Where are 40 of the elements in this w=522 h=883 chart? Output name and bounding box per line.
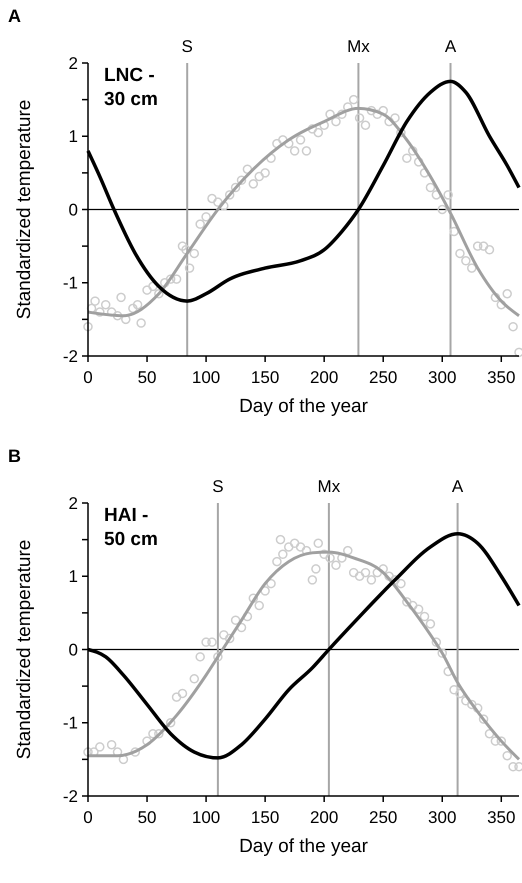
y-tick-label: -2 bbox=[62, 346, 78, 366]
x-tick-label: 100 bbox=[192, 368, 220, 387]
chart-title: B bbox=[8, 446, 21, 466]
ref-line-label: Mx bbox=[347, 37, 370, 56]
x-tick-label: 50 bbox=[138, 368, 156, 387]
y-tick-label: -2 bbox=[62, 786, 78, 806]
x-tick-label: 0 bbox=[83, 808, 93, 827]
x-tick-label: 100 bbox=[192, 808, 220, 827]
y-tick-label: 0 bbox=[68, 640, 78, 660]
y-tick-label: -1 bbox=[62, 274, 78, 293]
chart-title: A bbox=[8, 6, 21, 26]
ref-line-label: A bbox=[444, 37, 457, 56]
y-tick-label: 1 bbox=[68, 127, 78, 146]
x-tick-label: 200 bbox=[310, 808, 338, 827]
y-tick-label: 2 bbox=[68, 494, 78, 513]
ref-line-label: A bbox=[452, 477, 464, 496]
x-tick-label: 350 bbox=[487, 368, 516, 387]
x-axis-title: Day of the year bbox=[239, 836, 369, 857]
x-tick-label: 200 bbox=[310, 368, 338, 387]
x-tick-label: 50 bbox=[138, 808, 156, 827]
y-tick-label: -1 bbox=[62, 714, 78, 733]
ref-line-label: Mx bbox=[318, 477, 341, 496]
y-tick-label: 0 bbox=[68, 200, 78, 220]
x-tick-label: 150 bbox=[250, 808, 280, 827]
x-axis-title: Day of the year bbox=[239, 396, 369, 417]
y-tick-label: 1 bbox=[68, 567, 78, 586]
annotation: HAI - 50 cm bbox=[104, 505, 158, 550]
y-axis-title: Standardized temperature bbox=[14, 540, 35, 760]
annotation: LNC - 30 cm bbox=[104, 65, 158, 110]
ref-line-label: S bbox=[182, 37, 193, 56]
x-tick-label: 250 bbox=[369, 808, 398, 827]
x-tick-label: 300 bbox=[428, 368, 456, 387]
x-tick-label: 300 bbox=[428, 808, 456, 827]
x-tick-label: 0 bbox=[83, 368, 93, 387]
x-tick-label: 250 bbox=[369, 368, 398, 387]
y-tick-label: 2 bbox=[68, 54, 78, 73]
y-axis-title: Standardized temperature bbox=[14, 100, 35, 320]
ref-line-label: S bbox=[212, 477, 224, 496]
x-tick-label: 150 bbox=[250, 368, 280, 387]
x-tick-label: 350 bbox=[487, 808, 516, 827]
